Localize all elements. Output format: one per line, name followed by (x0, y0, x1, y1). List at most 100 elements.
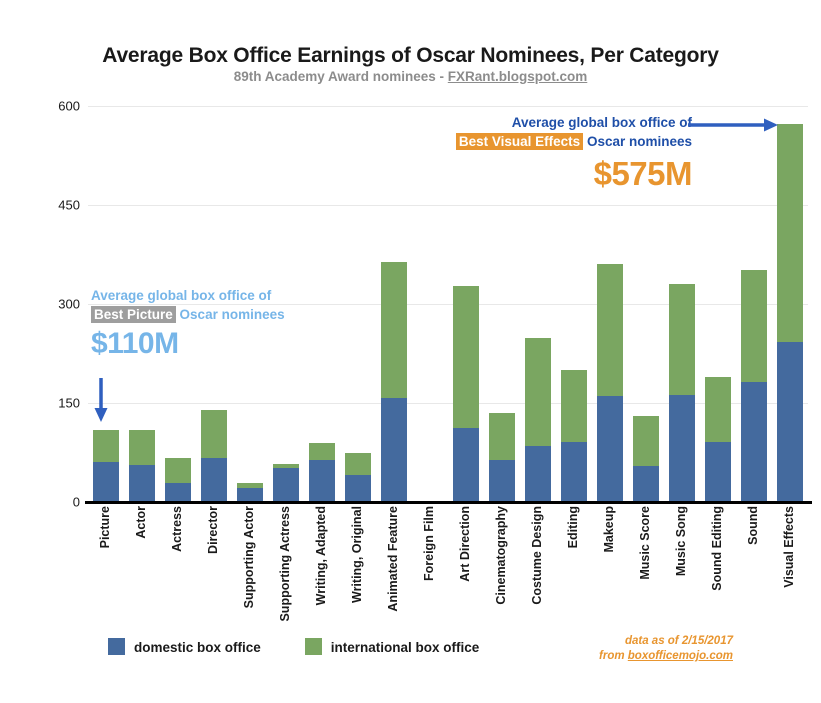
gridline (88, 304, 808, 305)
data-source-note: data as of 2/15/2017 from boxofficemojo.… (599, 634, 733, 664)
x-axis-tick-label: Writing, Original (350, 506, 364, 603)
bar-segment-international[interactable] (777, 123, 803, 343)
bar-segment-domestic[interactable] (489, 459, 515, 502)
bar-segment-international[interactable] (741, 269, 767, 382)
bar-segment-domestic[interactable] (273, 467, 299, 502)
bar-stack[interactable] (525, 338, 551, 502)
bar-segment-domestic[interactable] (705, 441, 731, 502)
footer-source-link[interactable]: boxofficemojo.com (627, 650, 733, 662)
bar-segment-international[interactable] (597, 263, 623, 397)
bar-stack[interactable] (489, 412, 515, 502)
bar-segment-international[interactable] (237, 482, 263, 489)
page-title: Average Box Office Earnings of Oscar Nom… (102, 44, 719, 67)
bar-stack[interactable] (597, 263, 623, 502)
x-axis-tick-label: Animated Feature (386, 506, 400, 612)
bar-stack[interactable] (741, 269, 767, 502)
x-axis-tick-label: Music Song (674, 506, 688, 577)
bar-segment-international[interactable] (561, 370, 587, 442)
bar-segment-domestic[interactable] (453, 428, 479, 502)
bar-stack[interactable] (381, 261, 407, 502)
bar-segment-international[interactable] (489, 412, 515, 460)
x-axis-labels: Picture Actor Actress Director Supporting Ac… (88, 506, 808, 622)
bar-segment-domestic[interactable] (561, 441, 587, 502)
bar-stack[interactable] (345, 453, 371, 502)
bar-segment-international[interactable] (669, 283, 695, 396)
bar-stack[interactable] (705, 376, 731, 502)
bar-segment-international[interactable] (633, 416, 659, 466)
y-axis-tick-label: 150 (58, 395, 80, 411)
bar-stack[interactable] (201, 410, 227, 502)
y-axis-tick-label: 450 (58, 197, 80, 213)
annotation-left-line1: Average global box office of (91, 288, 272, 303)
annotation-right-value: $575M (593, 155, 693, 192)
bar-stack[interactable] (669, 283, 695, 502)
y-axis-tick-label: 300 (58, 296, 80, 312)
bar-segment-domestic[interactable] (165, 482, 191, 502)
bar-segment-international[interactable] (129, 430, 155, 466)
bar-segment-international[interactable] (273, 463, 299, 468)
legend: domestic box office international box off… (108, 638, 523, 658)
annotation-best-picture: Average global box office of Best Pictur… (91, 288, 351, 361)
gridline (88, 205, 808, 206)
annotation-right-line2-rest: Oscar nominees (586, 134, 692, 149)
bar-stack[interactable] (93, 430, 119, 502)
y-axis-tick-label: 0 (72, 494, 80, 510)
subtitle-source-link[interactable]: FXRant.blogspot.com (447, 69, 588, 84)
legend-item[interactable]: international box office (304, 638, 480, 657)
footer-line1: data as of 2/15/2017 (624, 635, 733, 647)
bar-stack[interactable] (273, 463, 299, 502)
annotation-left-highlight: Best Picture (91, 306, 176, 323)
bar-segment-domestic[interactable] (525, 445, 551, 502)
bar-segment-domestic[interactable] (201, 457, 227, 502)
x-axis-tick-label: Actor (134, 506, 148, 539)
bar-segment-international[interactable] (309, 443, 335, 460)
legend-label: international box office (330, 640, 480, 656)
bar-segment-international[interactable] (705, 376, 731, 442)
bar-segment-domestic[interactable] (633, 465, 659, 502)
bar-segment-international[interactable] (165, 457, 191, 483)
bar-segment-international[interactable] (345, 453, 371, 475)
bar-segment-domestic[interactable] (345, 474, 371, 502)
legend-swatch-domestic (108, 638, 125, 655)
y-axis: 0 150 300 450 600 (28, 99, 80, 510)
annotation-right-line2: Best Visual Effects Oscar nominees (392, 132, 692, 151)
bar-segment-international[interactable] (93, 430, 119, 462)
legend-item[interactable]: domestic box office (108, 638, 261, 657)
bar-stack[interactable] (561, 370, 587, 502)
x-axis-tick-label: Sound Editing (710, 506, 724, 591)
x-axis-tick-label: Visual Effects (782, 506, 796, 588)
bar-stack[interactable] (633, 416, 659, 502)
arrow-right-icon (688, 118, 778, 132)
bar-segment-domestic[interactable] (777, 342, 803, 502)
footer-line2: from boxofficemojo.com (599, 649, 733, 664)
bar-stack[interactable] (777, 123, 803, 502)
annotation-left-value: $110M (91, 327, 179, 360)
footer-line2-prefix: from (599, 650, 628, 662)
bar-segment-domestic[interactable] (741, 381, 767, 502)
bar-segment-international[interactable] (201, 410, 227, 458)
page-subtitle: 89th Academy Award nominees - FXRant.blo… (0, 69, 821, 84)
bar-segment-international[interactable] (525, 338, 551, 446)
bar-segment-international[interactable] (381, 261, 407, 398)
x-axis-tick-label: Art Direction (458, 506, 472, 582)
bar-segment-domestic[interactable] (597, 396, 623, 502)
bar-segment-domestic[interactable] (309, 459, 335, 502)
y-axis-tick-label: 600 (58, 98, 80, 114)
bar-segment-international[interactable] (453, 286, 479, 429)
bar-segment-domestic[interactable] (93, 461, 119, 502)
bar-stack[interactable] (165, 457, 191, 502)
subtitle-prefix: 89th Academy Award nominees - (233, 69, 448, 84)
x-axis-tick-label: Picture (98, 506, 112, 549)
bar-segment-domestic[interactable] (129, 465, 155, 502)
x-axis-tick-label: Music Score (638, 506, 652, 580)
gridline (88, 106, 808, 107)
bar-segment-domestic[interactable] (237, 488, 263, 502)
bar-stack[interactable] (309, 443, 335, 502)
bar-segment-domestic[interactable] (669, 395, 695, 502)
bar-segment-domestic[interactable] (381, 397, 407, 502)
legend-swatch-international (304, 638, 322, 655)
bar-stack[interactable] (237, 482, 263, 502)
bar-stack[interactable] (453, 286, 479, 502)
x-axis-tick-label: Editing (566, 506, 580, 549)
bar-stack[interactable] (129, 430, 155, 502)
